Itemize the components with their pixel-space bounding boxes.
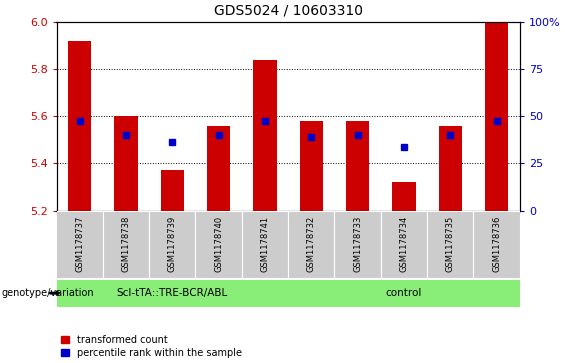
- Bar: [381, 211, 427, 278]
- Legend: transformed count, percentile rank within the sample: transformed count, percentile rank withi…: [62, 335, 242, 358]
- Text: genotype/variation: genotype/variation: [1, 288, 94, 298]
- Bar: [207, 126, 231, 211]
- Bar: [242, 211, 288, 278]
- Bar: [103, 211, 149, 278]
- Bar: [334, 211, 381, 278]
- Bar: [195, 211, 242, 278]
- Text: GSM1178739: GSM1178739: [168, 216, 177, 272]
- Bar: [149, 211, 195, 278]
- Bar: [68, 41, 92, 211]
- Bar: [427, 211, 473, 278]
- Bar: [56, 211, 103, 278]
- Text: GSM1178741: GSM1178741: [260, 216, 270, 272]
- Bar: [438, 126, 462, 211]
- Bar: [288, 280, 520, 307]
- Bar: [288, 211, 334, 278]
- Bar: [485, 22, 508, 211]
- Text: GSM1178732: GSM1178732: [307, 216, 316, 272]
- Text: GSM1178733: GSM1178733: [353, 216, 362, 272]
- Bar: [161, 170, 184, 211]
- Title: GDS5024 / 10603310: GDS5024 / 10603310: [214, 4, 363, 18]
- Text: GSM1178740: GSM1178740: [214, 216, 223, 272]
- Bar: [473, 211, 520, 278]
- Text: GSM1178736: GSM1178736: [492, 216, 501, 272]
- Bar: [114, 116, 137, 211]
- Text: GSM1178738: GSM1178738: [121, 216, 131, 272]
- Bar: [392, 182, 415, 211]
- Text: GSM1178734: GSM1178734: [399, 216, 408, 272]
- Bar: [253, 60, 277, 211]
- Text: control: control: [386, 288, 422, 298]
- Bar: [299, 121, 323, 211]
- Bar: [346, 121, 370, 211]
- Text: Scl-tTA::TRE-BCR/ABL: Scl-tTA::TRE-BCR/ABL: [117, 288, 228, 298]
- Bar: [56, 280, 288, 307]
- Text: GSM1178737: GSM1178737: [75, 216, 84, 272]
- Text: GSM1178735: GSM1178735: [446, 216, 455, 272]
